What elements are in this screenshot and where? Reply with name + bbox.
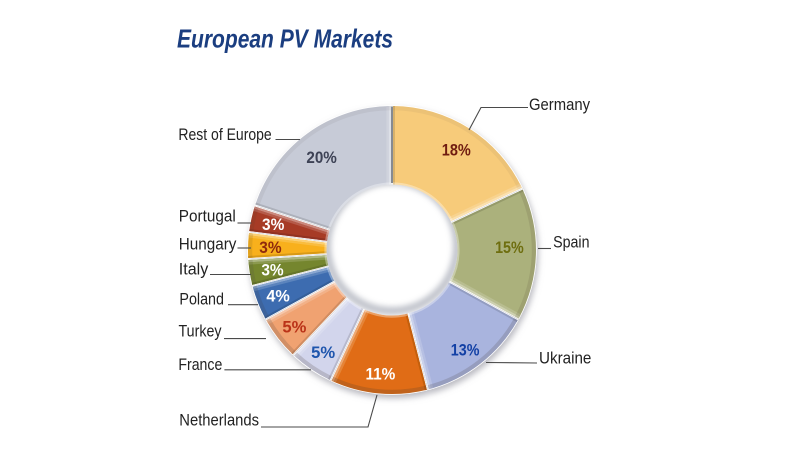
svg-text:3%: 3% — [262, 215, 284, 234]
svg-text:France: France — [178, 355, 222, 374]
svg-text:Germany: Germany — [529, 95, 590, 114]
svg-text:15%: 15% — [495, 238, 524, 257]
svg-text:Ukraine: Ukraine — [539, 349, 591, 368]
svg-text:European PV Markets: European PV Markets — [177, 24, 393, 54]
svg-text:Turkey: Turkey — [179, 322, 222, 341]
svg-text:Netherlands: Netherlands — [179, 411, 259, 430]
svg-text:18%: 18% — [442, 140, 471, 159]
svg-text:13%: 13% — [451, 340, 480, 359]
svg-text:Poland: Poland — [179, 289, 224, 308]
svg-text:Rest of Europe: Rest of Europe — [178, 125, 271, 144]
svg-text:3%: 3% — [261, 261, 283, 280]
svg-text:Italy: Italy — [179, 260, 209, 279]
svg-text:5%: 5% — [311, 343, 335, 362]
svg-text:Hungary: Hungary — [179, 234, 237, 253]
svg-text:20%: 20% — [306, 148, 337, 167]
svg-text:Portugal: Portugal — [179, 206, 236, 225]
svg-text:5%: 5% — [282, 317, 306, 336]
svg-text:Spain: Spain — [553, 233, 589, 252]
svg-text:3%: 3% — [259, 238, 281, 257]
svg-text:11%: 11% — [365, 365, 395, 384]
svg-text:4%: 4% — [266, 287, 289, 306]
